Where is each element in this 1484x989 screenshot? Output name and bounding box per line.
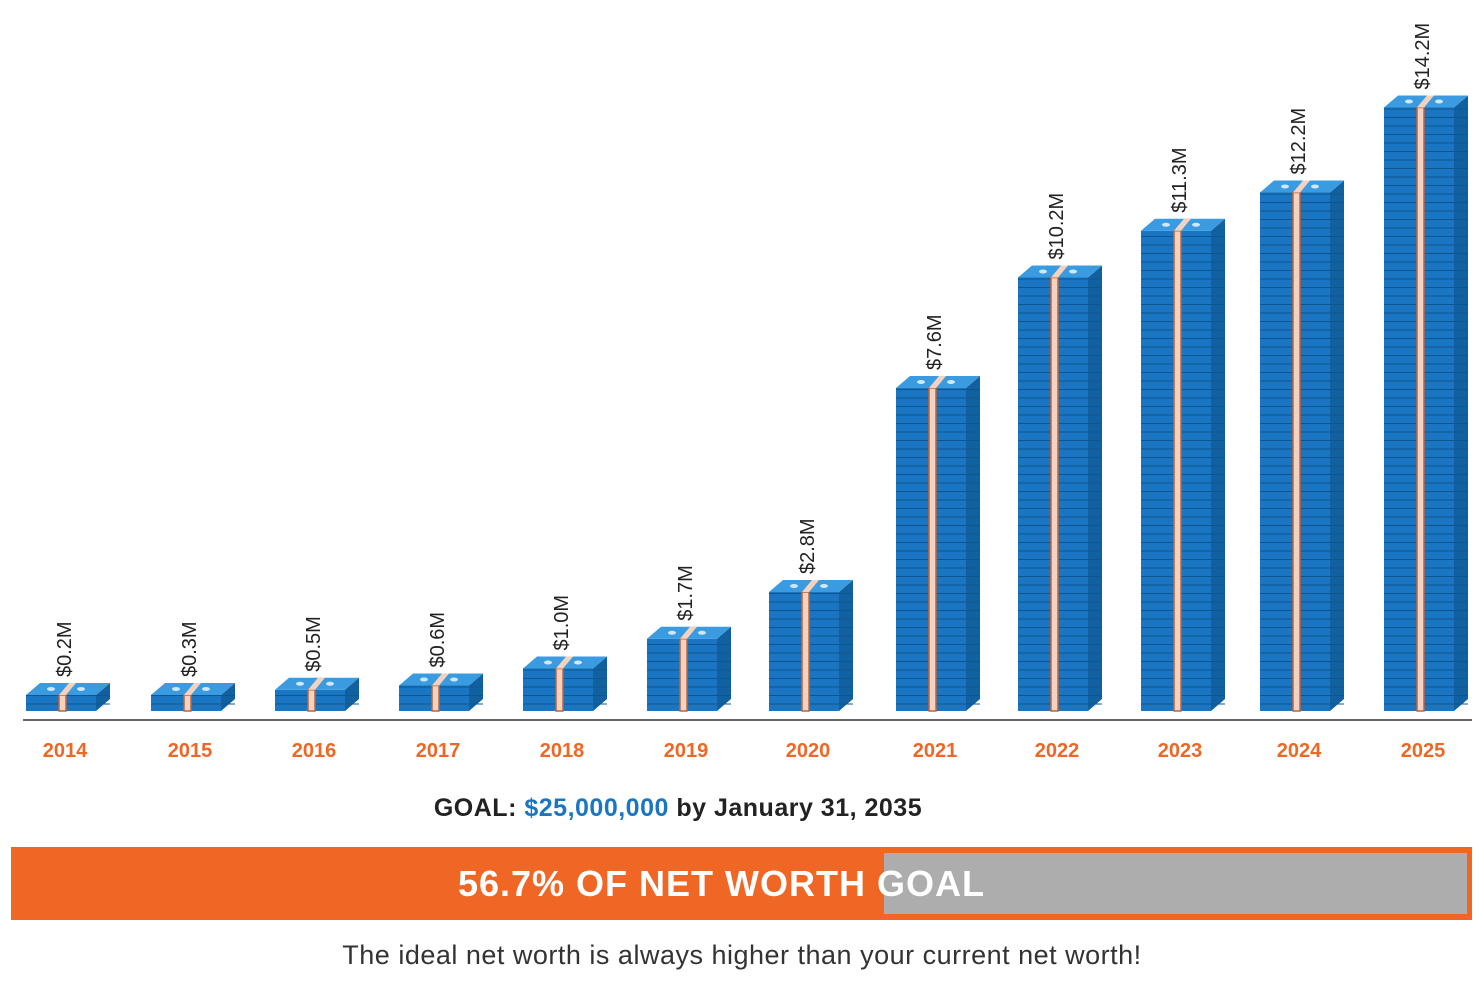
value-label: $1.0M	[551, 595, 573, 651]
value-label: $10.2M	[1046, 193, 1068, 260]
x-tick-label: 2024	[1277, 740, 1322, 762]
value-label: $1.7M	[675, 565, 697, 621]
x-tick-label: 2019	[664, 740, 709, 762]
value-label: $0.3M	[179, 621, 201, 677]
x-tick-label: 2022	[1035, 740, 1080, 762]
x-tick-label: 2023	[1158, 740, 1203, 762]
x-tick-label: 2020	[786, 740, 831, 762]
bar-2017	[399, 673, 483, 712]
x-tick-label: 2018	[540, 740, 585, 762]
x-tick-label: 2015	[168, 740, 213, 762]
bar-2021	[896, 376, 980, 712]
progress-label: 56.7% OF NET WORTH GOAL	[457, 863, 986, 904]
x-tick-label: 2016	[292, 740, 337, 762]
bar-2024	[1260, 180, 1344, 712]
footer-note: The ideal net worth is always higher tha…	[342, 940, 1142, 970]
value-label: $0.2M	[54, 621, 76, 677]
bar-2014	[26, 683, 110, 712]
x-tick-label: 2025	[1401, 740, 1446, 762]
bar-2023	[1141, 218, 1225, 712]
value-label: $14.2M	[1412, 23, 1434, 90]
value-label: $7.6M	[924, 314, 946, 370]
goal-suffix: by January 31, 2035	[676, 794, 923, 822]
bar-2019	[647, 626, 731, 712]
value-label: $2.8M	[797, 518, 819, 574]
value-label: $11.3M	[1169, 148, 1191, 213]
bar-2018	[523, 656, 607, 712]
goal-progress-bar: 56.7% OF NET WORTH GOAL	[11, 847, 1472, 920]
x-tick-label: 2017	[416, 740, 461, 762]
value-label: $12.2M	[1288, 108, 1310, 175]
value-label: $0.5M	[303, 616, 325, 672]
progress-remaining	[884, 853, 1467, 914]
net-worth-chart: $0.2M 2014 $0.3M 2015 $0.5M 2016 $0.6M 2017 $1.0…	[23, 23, 1472, 762]
bar-2020	[769, 580, 853, 712]
bar-2015	[151, 683, 235, 712]
goal-prefix: GOAL:	[433, 794, 517, 822]
x-tick-label: 2014	[43, 740, 88, 762]
value-label: $0.6M	[427, 612, 449, 668]
goal-amount: $25,000,000	[524, 794, 669, 822]
bar-2016	[275, 677, 359, 712]
bar-2022	[1018, 265, 1102, 712]
bar-2025	[1384, 95, 1468, 712]
x-tick-label: 2021	[913, 740, 958, 762]
goal-text: GOAL: $25,000,000 by January 31, 2035	[0, 794, 1356, 823]
